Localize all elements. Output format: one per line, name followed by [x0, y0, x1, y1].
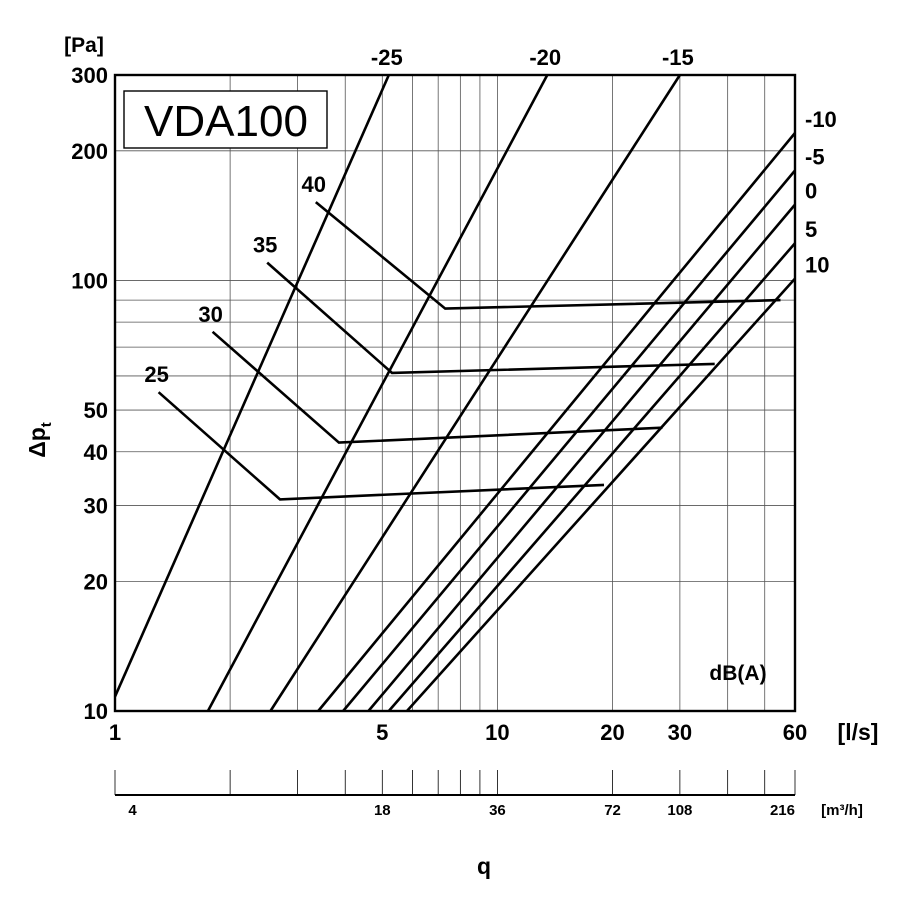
sound-line — [314, 201, 781, 310]
sound-line — [266, 261, 715, 375]
damper-line-label: -10 — [805, 107, 837, 132]
damper-line-label: 0 — [805, 179, 817, 204]
x-unit-label: [l/s] — [838, 719, 879, 745]
y-tick-label: 20 — [84, 569, 108, 594]
damper-line — [206, 74, 549, 712]
sound-line-label: 30 — [198, 302, 222, 327]
damper-curves — [113, 74, 797, 712]
damper-line — [387, 242, 796, 712]
x-tick-label: 60 — [783, 720, 807, 745]
curve-labels: -25 -20 -15 -10 -5 0 5 10 25 30 35 40 — [144, 45, 836, 387]
damper-line — [113, 74, 391, 698]
x-tick-label: 1 — [109, 720, 121, 745]
grid-lines — [114, 74, 796, 712]
x-tick-label: 10 — [485, 720, 509, 745]
sound-line — [157, 391, 605, 501]
y-unit-label: [Pa] — [64, 34, 104, 57]
tick-labels: 1 5 10 20 30 60 10 20 30 40 50 100 200 300 — [71, 63, 807, 745]
x-tick-label: 5 — [376, 720, 388, 745]
damper-line — [317, 132, 797, 712]
x-tick-label: 30 — [668, 720, 692, 745]
y-tick-label: 50 — [84, 398, 108, 423]
sound-line — [211, 330, 663, 444]
y-axis-title: Δpt — [24, 422, 55, 458]
damper-line-label: -15 — [662, 45, 694, 70]
damper-line — [367, 203, 796, 712]
y-tick-label: 300 — [71, 63, 108, 88]
sound-unit-label: dB(A) — [709, 662, 766, 685]
y-tick-label: 200 — [71, 139, 108, 164]
damper-line-label: 10 — [805, 253, 829, 278]
damper-line-label: -20 — [529, 45, 561, 70]
damper-line-label: -25 — [371, 45, 403, 70]
damper-line — [342, 169, 796, 712]
y-tick-label: 40 — [84, 440, 108, 465]
chart-title: VDA100 — [144, 97, 308, 146]
secondary-tick-label: 36 — [489, 802, 506, 819]
sound-line-label: 40 — [302, 172, 326, 197]
damper-line-label: 5 — [805, 217, 817, 242]
y-tick-label: 100 — [71, 268, 108, 293]
sound-line-label: 35 — [253, 233, 277, 258]
svg-text:Δpt: Δpt — [24, 422, 55, 458]
plot-frame — [113, 73, 797, 713]
damper-line-label: -5 — [805, 145, 825, 170]
sound-line-label: 25 — [144, 362, 168, 387]
secondary-tick-label: 18 — [374, 802, 391, 819]
y-tick-label: 30 — [84, 494, 108, 519]
x-axis-title: q — [477, 853, 491, 879]
secondary-tick-label: 108 — [667, 802, 692, 819]
secondary-tick-label: 216 — [770, 802, 795, 819]
y-axis-title-main: Δp — [24, 427, 50, 458]
damper-line — [405, 277, 796, 712]
x-tick-label: 20 — [600, 720, 624, 745]
secondary-tick-label: 72 — [604, 802, 621, 819]
y-axis-title-sub: t — [38, 422, 55, 427]
secondary-axis: 4 18 36 72 108 216 — [114, 770, 796, 819]
sound-curves — [157, 201, 781, 501]
secondary-tick-label: 4 — [128, 802, 137, 819]
damper-line — [269, 74, 681, 712]
title-box — [123, 90, 328, 149]
y-tick-label: 10 — [84, 699, 108, 724]
secondary-unit-label: [m³/h] — [821, 802, 863, 819]
